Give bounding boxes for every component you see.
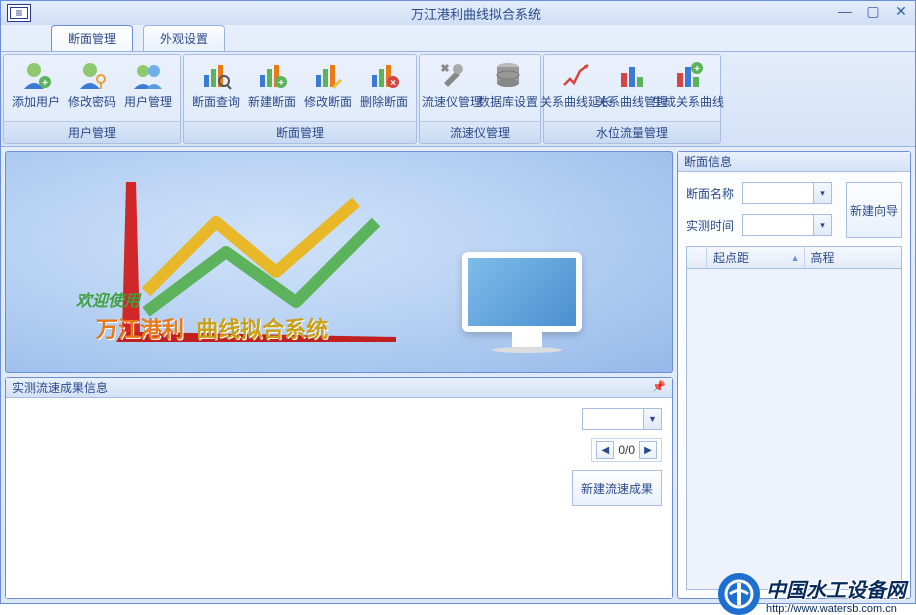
add-user-button[interactable]: + 添加用户: [10, 59, 62, 110]
ribbon-group-section: 断面查询 + 新建断面 修改断面 ×: [183, 54, 417, 144]
chevron-down-icon: ▼: [643, 409, 661, 429]
bar-chart-icon: [616, 59, 648, 91]
section-info-panel: 断面信息 断面名称 ▾ 实测时间 ▾ 新建向导: [677, 151, 911, 599]
change-password-button[interactable]: 修改密码: [66, 59, 118, 110]
watermark: 中国水工设备网 http://www.watersb.com.cn: [718, 573, 906, 615]
ribbon-group-flowmeter: 流速仪管理 数据库设置 流速仪管理: [419, 54, 541, 144]
flowmeter-manage-button[interactable]: 流速仪管理: [426, 59, 478, 110]
users-icon: [132, 59, 164, 91]
ribbon-group-waterlevel: 关系曲线延长 关系曲线管理 + 生成关系曲线 水位流量管理: [543, 54, 721, 144]
minimize-button[interactable]: —: [835, 3, 855, 19]
table-body: [687, 269, 901, 589]
section-table: 起点距 ▲ 高程: [686, 246, 902, 590]
svg-text:+: +: [278, 78, 284, 89]
maximize-button[interactable]: ▢: [863, 3, 883, 19]
chart-delete-icon: ×: [368, 59, 400, 91]
curve-manage-button[interactable]: 关系曲线管理: [606, 59, 658, 110]
table-header-start-distance[interactable]: 起点距 ▲: [707, 247, 805, 268]
watermark-logo-icon: [718, 573, 760, 615]
user-key-icon: [76, 59, 108, 91]
table-header-selector[interactable]: [687, 247, 707, 268]
user-manage-button[interactable]: 用户管理: [122, 59, 174, 110]
database-settings-button[interactable]: 数据库设置: [482, 59, 534, 110]
section-new-button[interactable]: + 新建断面: [246, 59, 298, 110]
chevron-down-icon: ▾: [813, 183, 831, 203]
chart-add-icon: +: [256, 59, 288, 91]
ribbon: + 添加用户 修改密码 用户管理 用户管理: [1, 51, 915, 147]
pager: ◀ 0/0 ▶: [591, 438, 662, 462]
chart-search-icon: [200, 59, 232, 91]
pager-prev-button[interactable]: ◀: [596, 441, 614, 459]
monitor-icon: [462, 252, 592, 362]
bar-add-icon: +: [672, 59, 704, 91]
svg-text:+: +: [694, 64, 700, 75]
flow-result-panel: 实测流速成果信息 📌 ▼ ◀ 0/0 ▶ 新建流速成果: [5, 377, 673, 599]
curve-extend-button[interactable]: 关系曲线延长: [550, 59, 602, 110]
flow-result-header: 实测流速成果信息 📌: [6, 378, 672, 398]
pager-next-button[interactable]: ▶: [639, 441, 657, 459]
tabbar: 断面管理 外观设置: [1, 25, 915, 51]
chart-edit-icon: [312, 59, 344, 91]
section-name-combo[interactable]: ▾: [742, 182, 832, 204]
section-query-button[interactable]: 断面查询: [190, 59, 242, 110]
close-button[interactable]: ✕: [891, 3, 911, 19]
tab-appearance[interactable]: 外观设置: [143, 25, 225, 51]
database-icon: [492, 59, 524, 91]
welcome-text-2: 万江港利 曲线拟合系统: [96, 312, 328, 344]
curve-extend-icon: [560, 59, 592, 91]
watermark-title: 中国水工设备网: [766, 574, 906, 603]
watermark-url: http://www.watersb.com.cn: [766, 603, 906, 615]
welcome-text-1: 欢迎使用: [76, 287, 140, 311]
section-info-title: 断面信息: [684, 153, 732, 170]
new-flow-result-button[interactable]: 新建流速成果: [572, 470, 662, 506]
app-icon: ≡: [7, 4, 31, 22]
section-delete-button[interactable]: × 删除断面: [358, 59, 410, 110]
table-header-elevation[interactable]: 高程: [805, 247, 902, 268]
tools-icon: [436, 59, 468, 91]
sort-asc-icon: ▲: [791, 253, 800, 263]
section-name-label: 断面名称: [686, 185, 738, 202]
svg-text:+: +: [42, 78, 48, 89]
tab-section-manage[interactable]: 断面管理: [51, 25, 133, 51]
svg-text:×: ×: [390, 78, 396, 89]
pager-text: 0/0: [618, 443, 635, 457]
chevron-down-icon: ▾: [813, 215, 831, 235]
titlebar: ≡ 万江港利曲线拟合系统 — ▢ ✕: [1, 1, 915, 25]
section-info-header: 断面信息: [678, 152, 910, 172]
flow-result-title: 实测流速成果信息: [12, 379, 108, 396]
welcome-panel: 欢迎使用 万江港利 曲线拟合系统: [5, 151, 673, 373]
section-edit-button[interactable]: 修改断面: [302, 59, 354, 110]
user-add-icon: +: [20, 59, 52, 91]
measure-time-label: 实测时间: [686, 217, 738, 234]
flow-result-combo[interactable]: ▼: [582, 408, 662, 430]
content-area: 欢迎使用 万江港利 曲线拟合系统 实测流速成果信息 📌 ▼: [1, 147, 915, 603]
app-window: ≡ 万江港利曲线拟合系统 — ▢ ✕ 断面管理 外观设置 + 添加用户: [0, 0, 916, 604]
measure-time-combo[interactable]: ▾: [742, 214, 832, 236]
new-wizard-button[interactable]: 新建向导: [846, 182, 902, 238]
window-title: 万江港利曲线拟合系统: [37, 4, 915, 23]
curve-generate-button[interactable]: + 生成关系曲线: [662, 59, 714, 110]
pin-icon[interactable]: 📌: [652, 380, 666, 393]
ribbon-group-users: + 添加用户 修改密码 用户管理 用户管理: [3, 54, 181, 144]
